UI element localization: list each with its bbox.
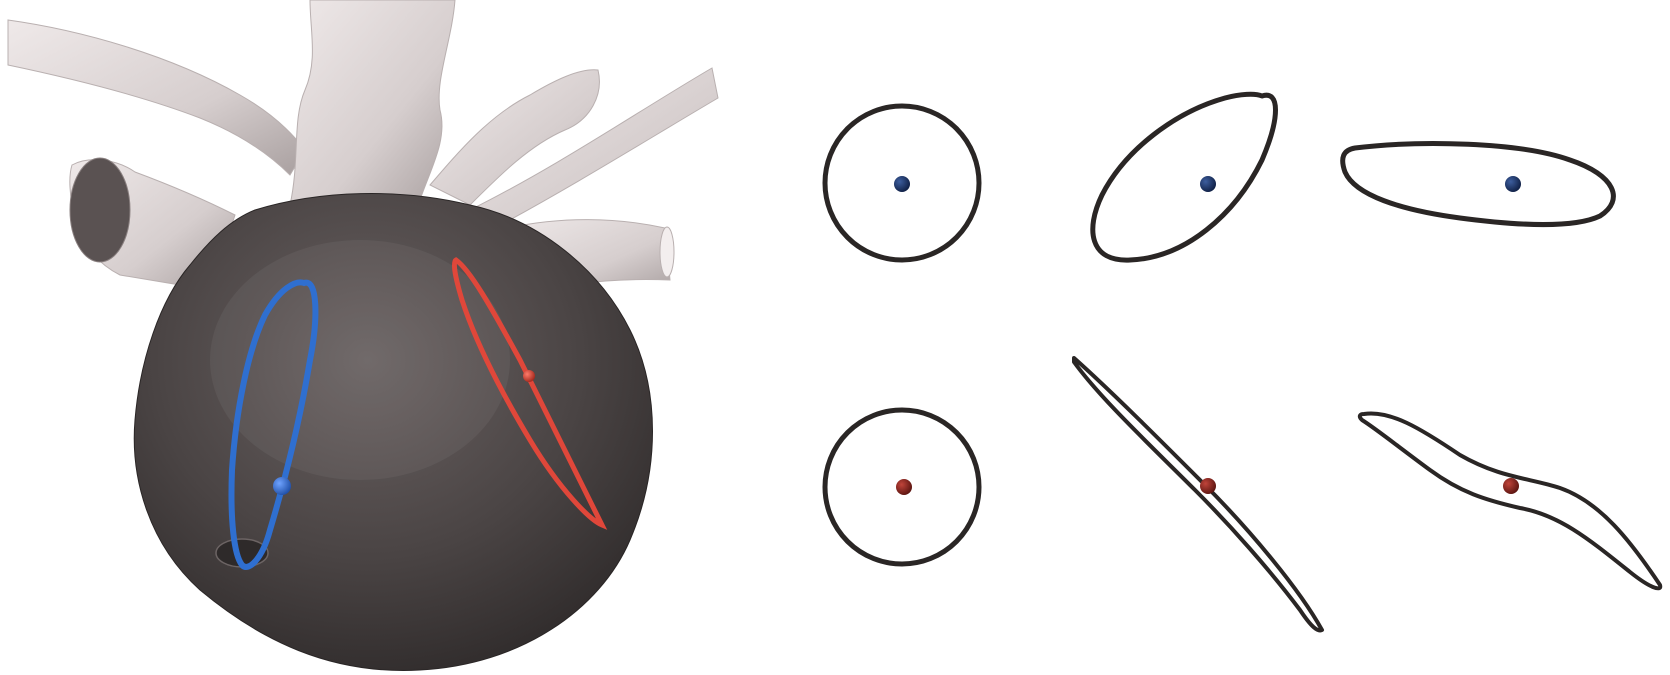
vessel-upper-left <box>8 20 305 175</box>
vessel-left-stub-opening <box>70 158 130 262</box>
section-blue-flat-center <box>1505 176 1521 192</box>
section-blue-flat <box>1343 144 1614 225</box>
section-blue-oblique <box>1093 94 1276 260</box>
section-blue-oblique-center <box>1200 176 1216 192</box>
section-red-wave <box>1360 413 1660 588</box>
row-blue <box>825 94 1613 260</box>
section-blue-circle-center <box>894 176 910 192</box>
blue-loop-marker <box>273 477 291 495</box>
section-red-wave-center <box>1503 478 1519 494</box>
vessel-right-horizontal-opening <box>660 227 674 277</box>
section-red-collapsed <box>1074 358 1322 630</box>
vessel-aorta <box>290 0 455 205</box>
section-red-circle-center <box>896 479 912 495</box>
vessel-right-curved <box>430 70 599 205</box>
chamber-highlight <box>210 240 510 480</box>
row-red <box>825 358 1660 630</box>
heart-model <box>8 0 718 670</box>
red-loop-marker <box>523 370 535 382</box>
section-red-collapsed-center <box>1200 478 1216 494</box>
cross-sections <box>825 94 1660 630</box>
